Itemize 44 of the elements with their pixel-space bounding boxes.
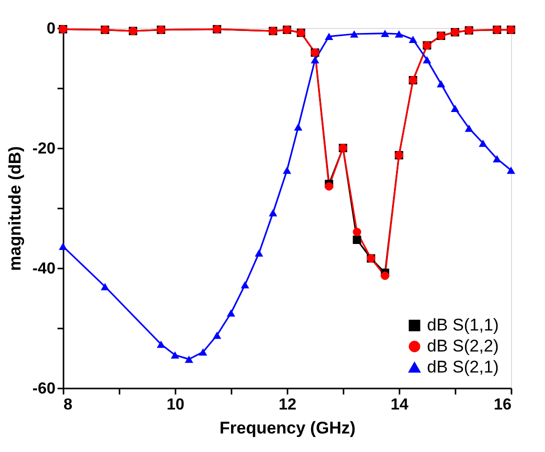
point (380, 30, 390, 38)
x-tick-label: 14 (390, 396, 408, 414)
point (478, 140, 488, 147)
point (184, 356, 194, 363)
point (394, 30, 404, 38)
point (294, 123, 302, 131)
y-axis-title: magnitude (dB) (5, 146, 24, 271)
point (240, 281, 250, 288)
x-tick-label: 16 (494, 396, 512, 414)
point (352, 228, 362, 236)
point (464, 124, 474, 132)
point (282, 166, 292, 174)
point (58, 242, 68, 250)
point (352, 236, 362, 244)
legend-label: dB S(2,2) (427, 336, 499, 356)
legend-label: dB S(1,1) (427, 316, 499, 334)
point (198, 348, 208, 356)
point (212, 332, 222, 339)
point (170, 351, 180, 359)
x-tick-label: 10 (166, 396, 184, 414)
point (100, 282, 110, 290)
y-tick-label: -40 (32, 260, 56, 278)
legend-label: dB S(2,1) (427, 358, 499, 376)
point (408, 36, 418, 44)
point (324, 182, 334, 191)
point (506, 166, 516, 174)
point (254, 249, 264, 257)
point (226, 309, 236, 317)
point (450, 104, 460, 112)
point (268, 209, 278, 216)
x-tick-label: 8 (64, 396, 72, 414)
point (436, 80, 446, 88)
y-tick-label: -60 (32, 380, 56, 398)
y-tick-label: -20 (32, 140, 56, 158)
point (422, 56, 432, 64)
point (324, 32, 334, 40)
y-tick-label: 0 (46, 20, 56, 38)
point (156, 340, 166, 348)
point (380, 272, 390, 280)
point (492, 155, 502, 162)
point (350, 30, 358, 38)
x-axis-title: Frequency (GHz) (219, 418, 356, 438)
point (310, 56, 320, 64)
x-tick-label: 12 (278, 396, 296, 414)
